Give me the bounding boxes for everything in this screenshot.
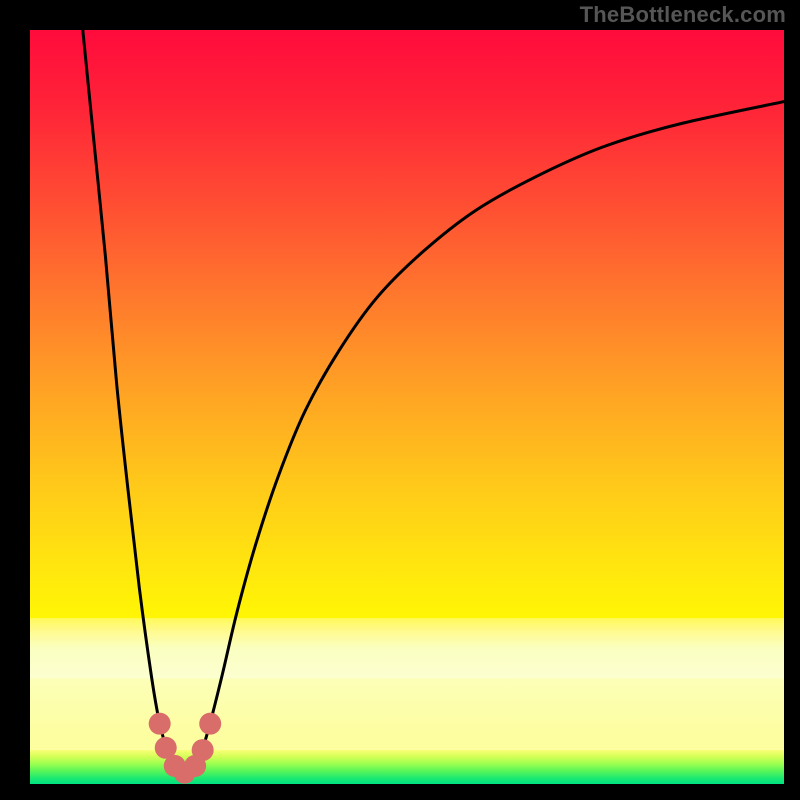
bottleneck-curve-chart [0,0,800,800]
curve-marker [192,739,214,761]
curve-marker [199,713,221,735]
bottom-green-band [30,750,784,784]
watermark-text: TheBottleneck.com [580,2,786,28]
curve-marker [149,713,171,735]
